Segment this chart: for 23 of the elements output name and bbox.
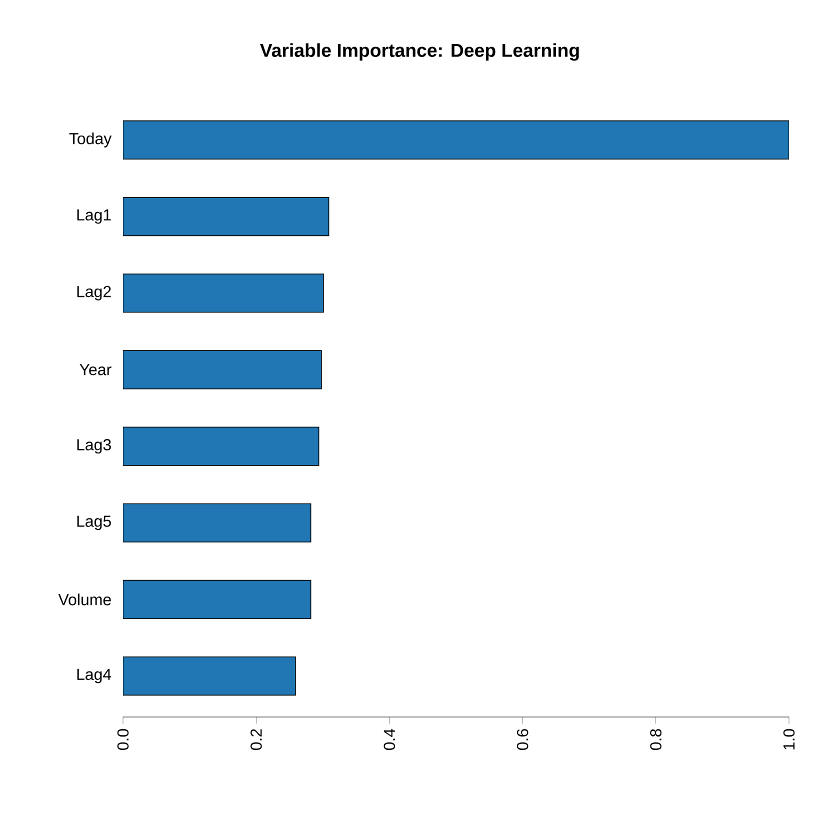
bar <box>123 274 324 313</box>
x-tick-label: 0.0 <box>117 729 129 750</box>
y-tick-label: Lag2 <box>77 286 111 300</box>
y-tick-label: Lag4 <box>77 668 112 684</box>
y-tick-label: Lag3 <box>77 439 111 454</box>
x-tick-label: 0.8 <box>650 729 662 750</box>
bar <box>123 503 312 542</box>
y-tick-label: Lag5 <box>77 516 111 530</box>
y-tick-label: Volume <box>58 594 111 606</box>
x-tick-label: 1.0 <box>783 729 795 750</box>
bar <box>123 426 320 466</box>
bar <box>123 350 322 390</box>
y-tick-label: Today <box>69 132 112 148</box>
bar <box>123 197 330 236</box>
chart-title: Variable Importance: Deep Learning <box>260 43 579 61</box>
bar <box>123 580 312 620</box>
y-tick-label: Lag1 <box>77 209 111 224</box>
x-tick-label: 0.6 <box>516 729 528 750</box>
y-tick-label: Year <box>80 364 112 376</box>
bar <box>123 656 296 696</box>
x-tick-label: 0.4 <box>384 728 396 750</box>
bar <box>123 120 789 160</box>
x-tick-label: 0.2 <box>250 729 262 750</box>
